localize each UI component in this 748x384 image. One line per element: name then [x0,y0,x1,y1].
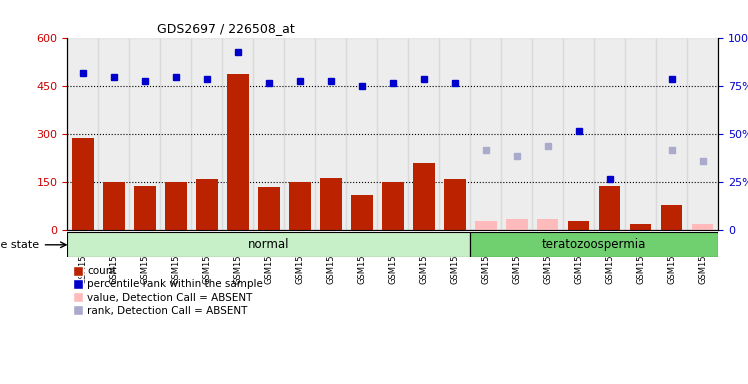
Bar [103,182,125,230]
Bar [320,177,342,230]
Text: GDS2697 / 226508_at: GDS2697 / 226508_at [157,22,295,35]
Bar [532,38,563,230]
Bar [72,137,94,230]
Bar [165,182,186,230]
Text: disease state: disease state [0,240,40,250]
Bar [160,38,191,230]
Bar [315,38,346,230]
Bar [67,232,470,257]
Bar [289,182,310,230]
Bar [284,38,315,230]
Bar [254,38,284,230]
Bar [563,38,594,230]
Bar [537,219,559,230]
Bar [222,38,254,230]
Bar [630,224,652,230]
Bar [346,38,377,230]
Bar [475,221,497,230]
Bar [444,179,465,230]
Bar [687,38,718,230]
Bar [258,187,280,230]
Bar [196,179,218,230]
Bar [191,38,222,230]
Bar [625,38,656,230]
Bar [470,38,501,230]
Bar [692,224,714,230]
Legend: count, percentile rank within the sample, value, Detection Call = ABSENT, rank, : count, percentile rank within the sample… [73,266,263,316]
Text: teratozoospermia: teratozoospermia [542,238,646,251]
Bar [568,221,589,230]
Bar [501,38,532,230]
Bar [408,38,439,230]
Bar [129,38,160,230]
Bar [439,38,470,230]
Bar [413,163,435,230]
Bar [134,185,156,230]
Bar [67,38,98,230]
Bar [598,185,620,230]
Bar [506,219,527,230]
Bar [656,38,687,230]
Bar [470,232,718,257]
Bar [381,182,403,230]
Bar [227,74,248,230]
Bar [660,205,682,230]
Bar [351,195,373,230]
Text: normal: normal [248,238,289,251]
Bar [98,38,129,230]
Bar [594,38,625,230]
Bar [377,38,408,230]
